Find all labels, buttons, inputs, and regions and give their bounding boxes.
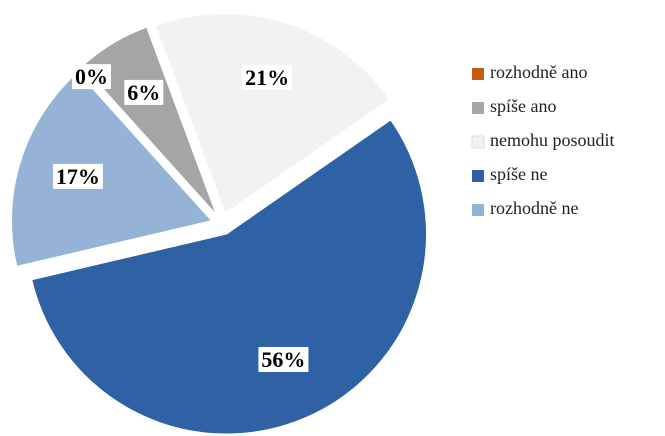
data-label: 21% [245, 65, 289, 90]
legend-swatch [472, 102, 484, 114]
pie-slice [11, 71, 213, 267]
data-label-bg [242, 64, 293, 90]
data-label-bg [52, 163, 103, 189]
data-label: 56% [261, 347, 305, 372]
legend-swatch [472, 170, 484, 182]
data-label: 0% [75, 64, 108, 89]
data-label-bg [258, 346, 309, 372]
legend-label: spíše ne [490, 164, 548, 184]
legend-label: spíše ano [490, 96, 557, 116]
legend-swatch [471, 135, 485, 149]
data-label-bg [124, 79, 164, 105]
pie-slice [154, 13, 391, 215]
legend-label: rozhodně ne [490, 198, 578, 218]
data-label: 6% [127, 80, 160, 105]
legend-swatch [472, 204, 484, 216]
pie-slice [31, 119, 427, 435]
legend-swatch [472, 68, 484, 80]
data-label-bg [72, 64, 112, 90]
legend-label: nemohu posoudit [490, 130, 615, 150]
data-label: 17% [56, 164, 100, 189]
legend-label: rozhodně ano [490, 62, 587, 82]
